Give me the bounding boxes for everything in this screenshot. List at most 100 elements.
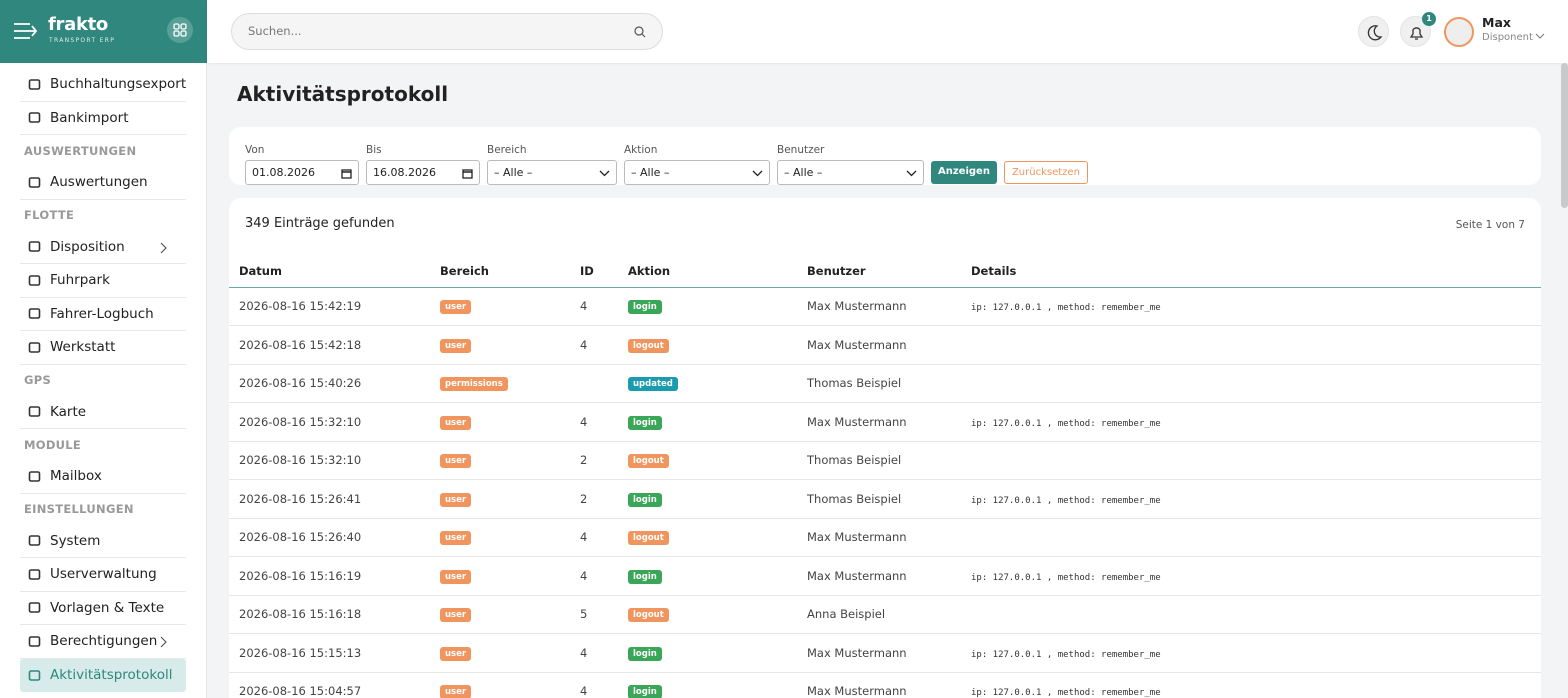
cell-text: 2026-08-16 15:16:19 [239, 568, 362, 583]
nav-item[interactable]: Mailbox [20, 460, 186, 494]
table-cell [961, 364, 1541, 403]
search-placeholder: Suchen... [248, 24, 302, 38]
filter-value: 01.08.2026 [252, 166, 315, 179]
scrollbar[interactable] [1561, 63, 1568, 208]
nav-item[interactable]: Bankimport [20, 102, 186, 135]
nav-item[interactable]: Berechtigungen [20, 625, 186, 659]
status-badge: login [628, 646, 662, 661]
filter-value: 16.08.2026 [373, 166, 436, 179]
cell-text: 2026-08-16 15:26:40 [239, 530, 362, 545]
table-cell: login [618, 672, 797, 698]
table-cell: ip: 127.0.0.1 , method: remember_me [961, 672, 1541, 698]
user-name[interactable]: Max [1482, 15, 1511, 30]
table-cell: ip: 127.0.0.1 , method: remember_me [961, 633, 1541, 673]
column-header: ID [570, 255, 618, 288]
table-cell: 4 [570, 556, 618, 596]
nav-item[interactable]: Disposition [20, 231, 186, 264]
user-role[interactable]: Disponent [1482, 32, 1545, 43]
nav-item[interactable]: Userverwaltung [20, 558, 186, 592]
table-cell: login [618, 479, 797, 519]
nav-item[interactable]: Karte [20, 396, 186, 429]
nav-item[interactable]: Fahrer-Logbuch [20, 298, 186, 331]
table-cell: user [430, 441, 570, 480]
details: ip: 127.0.0.1 , method: remember_me [971, 688, 1161, 698]
select-input[interactable]: – Alle – [777, 160, 924, 185]
section-title: MODULE [24, 437, 82, 452]
nav-item[interactable]: Aktivitätsprotokoll [20, 658, 186, 692]
nav-label: Karte [50, 403, 87, 420]
nav-label: Auswertungen [50, 174, 148, 191]
table-cell: 2026-08-16 15:16:18 [229, 595, 430, 634]
table-row: 2026-08-16 15:26:40 user 4 logout Max Muster… [229, 518, 1541, 557]
icon [28, 112, 41, 124]
icon [28, 568, 41, 580]
table-cell: Thomas Beispiel [797, 364, 961, 403]
status-badge: user [440, 531, 472, 546]
brand-tagline: TRANSPORT ERP [49, 37, 116, 44]
status-badge: logout [628, 531, 669, 546]
cell-text: 2 [580, 491, 588, 506]
table-cell: user [430, 595, 570, 634]
section-title: FLOTTE [24, 208, 75, 222]
status-badge: user [440, 492, 472, 507]
icon [28, 635, 41, 647]
nav-item[interactable]: Buchhaltungsexport [20, 68, 186, 102]
avatar[interactable] [1444, 17, 1474, 47]
cell-text: 2026-08-16 15:26:41 [239, 491, 362, 506]
table-cell: user [430, 287, 570, 326]
select-input[interactable]: – Alle – [624, 160, 770, 185]
cell-text: Max Mustermann [807, 337, 907, 352]
filter-label: Von [245, 144, 265, 156]
table-cell: 4 [570, 287, 618, 326]
table-cell [961, 518, 1541, 557]
search-box[interactable]: Suchen... [231, 13, 663, 50]
cell-text: Max Mustermann [807, 530, 907, 545]
apps-button[interactable] [167, 17, 193, 43]
nav-item[interactable]: Fuhrpark [20, 264, 186, 298]
nav-item[interactable]: Werkstatt [20, 331, 186, 365]
cell-text: 2026-08-16 15:42:18 [239, 337, 362, 352]
menu-icon[interactable] [13, 21, 38, 41]
status-badge: user [440, 569, 472, 584]
table-cell: login [618, 633, 797, 673]
page-info: Seite 1 von 7 [1455, 219, 1525, 231]
status-badge: user [440, 338, 472, 353]
date-input[interactable]: 16.08.2026 [366, 160, 480, 185]
table-cell: 2026-08-16 15:16:19 [229, 556, 430, 596]
date-input[interactable]: 01.08.2026 [245, 160, 359, 185]
table-cell: 4 [570, 325, 618, 365]
sidebar: Buchhaltungsexport Bankimport AUSWERTUNGEN… [0, 63, 207, 698]
table-cell [570, 364, 618, 403]
brand-name: frakto [48, 14, 108, 35]
nav-item[interactable]: Auswertungen [20, 166, 186, 200]
cell-text: 4 [580, 337, 588, 352]
filter-label: Benutzer [777, 144, 825, 156]
filter-field: Benutzer – Alle – [777, 144, 924, 185]
filter-value: – Alle – [784, 166, 823, 179]
header-row: Datum Bereich ID Aktion Benutzer Details [229, 255, 1541, 288]
nav-item[interactable]: Vorlagen & Texte [20, 592, 186, 625]
chevron [160, 242, 167, 253]
theme-toggle[interactable] [1358, 16, 1389, 47]
cell-text: 4 [580, 530, 588, 545]
select-input[interactable]: – Alle – [487, 160, 617, 185]
table-cell: ip: 127.0.0.1 , method: remember_me [961, 479, 1541, 519]
filter-bar: Von 01.08.2026 Bis 16.08.2026 Bereich – Alle … [229, 127, 1541, 185]
nav-label: Mailbox [50, 468, 102, 485]
cell-text: 4 [580, 568, 588, 583]
table-cell: Max Mustermann [797, 672, 961, 698]
submit-button[interactable]: Anzeigen [931, 161, 997, 184]
user-role-text: Disponent [1482, 32, 1533, 43]
nav-item[interactable]: System [20, 525, 186, 558]
status-badge: updated [628, 377, 678, 392]
status-badge: user [440, 685, 472, 698]
status-badge: login [628, 569, 662, 584]
icon [28, 274, 41, 286]
cell-text: 4 [580, 299, 588, 314]
filter-value: – Alle – [494, 166, 533, 179]
nav-label: Fuhrpark [50, 272, 110, 289]
brand[interactable]: frakto TRANSPORT ERP [0, 0, 207, 63]
reset-button[interactable]: Zurücksetzen [1003, 161, 1088, 184]
cell-text: Max Mustermann [807, 684, 907, 698]
status-badge: logout [628, 608, 669, 623]
